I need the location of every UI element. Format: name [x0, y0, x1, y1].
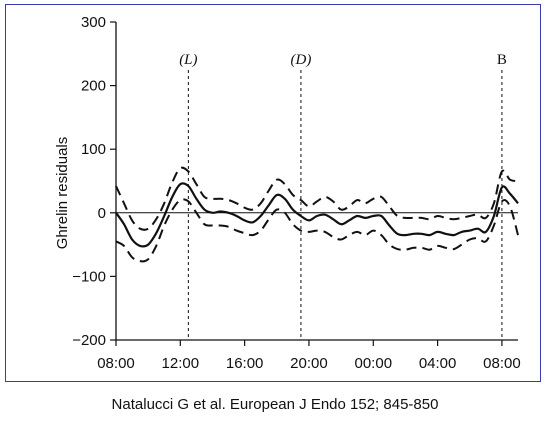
- y-tick-label: 0: [98, 205, 106, 222]
- x-tick-label: 16:00: [226, 355, 264, 372]
- x-tick-label: 12:00: [162, 355, 200, 372]
- x-tick-label: 20:00: [290, 355, 328, 372]
- y-tick-label: 200: [81, 78, 106, 95]
- series-mean-line: [115, 182, 519, 248]
- series-upper-bound-line: [115, 166, 519, 231]
- meal-marker-label: (D): [291, 52, 312, 68]
- source-caption: Natalucci G et al. European J Endo 152; …: [111, 396, 439, 413]
- x-tick-label: 04:00: [419, 355, 457, 372]
- series-lower-bound-line: [115, 198, 519, 263]
- x-tick-label: 08:00: [483, 355, 521, 372]
- x-tick-label: 00:00: [355, 355, 393, 372]
- y-axis-label: Ghrelin residuals: [54, 137, 71, 250]
- meal-marker-label: B: [497, 52, 507, 68]
- x-tick-label: 08:00: [97, 355, 135, 372]
- y-tick-label: 100: [81, 141, 106, 158]
- meal-marker-label: (L): [179, 52, 197, 68]
- axes-layer: −200 −100 0 100 200 300 08:00 12:00 16:00 20:00 00…: [54, 14, 521, 372]
- y-tick-label: −100: [72, 268, 106, 285]
- ghrelin-line-chart: −200 −100 0 100 200 300 08:00 12:00 16:00 20:00 00…: [54, 14, 521, 372]
- chart-frame: [5, 4, 541, 382]
- y-tick-label: 300: [81, 14, 106, 31]
- y-tick-label: −200: [72, 332, 106, 349]
- annotation-layer: (L) (D) B: [179, 52, 507, 340]
- series-layer: [115, 166, 519, 263]
